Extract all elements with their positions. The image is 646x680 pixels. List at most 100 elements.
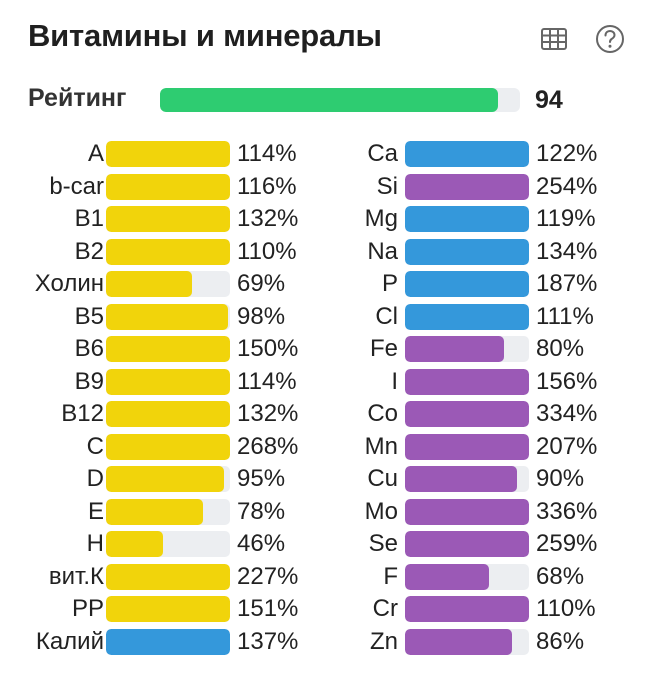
nutrient-name: Cl bbox=[375, 302, 398, 330]
nutrient-name: B1 bbox=[74, 205, 104, 232]
nutrient-percent: 227% bbox=[237, 562, 299, 590]
nutrient-bar bbox=[405, 498, 529, 525]
nutrient-name: B5 bbox=[74, 302, 104, 330]
rating-value: 94 bbox=[535, 86, 563, 114]
nutrient-percent: 90% bbox=[536, 465, 585, 492]
nutrient-bar-fill bbox=[405, 596, 529, 622]
nutrient-bar bbox=[106, 173, 230, 200]
nutrient-percent: 151% bbox=[237, 595, 299, 622]
nutrient-bar bbox=[106, 531, 230, 557]
nutrient-name: вит.К bbox=[48, 562, 104, 590]
nutrient-name: Cr bbox=[372, 595, 398, 622]
nutrient-bar bbox=[405, 433, 529, 460]
nutrient-row: B1 132% bbox=[0, 203, 320, 235]
nutrient-percent: 80% bbox=[536, 335, 585, 362]
nutrient-row: Mg 119% bbox=[0, 203, 640, 235]
nutrient-percent: 110% bbox=[536, 595, 596, 622]
nutrient-name: Co bbox=[367, 400, 398, 427]
nutrient-row: I 156% bbox=[0, 366, 640, 398]
nutrient-bar-fill bbox=[106, 141, 230, 167]
nutrient-bar bbox=[106, 401, 230, 427]
nutrient-row: Se 259% bbox=[0, 528, 640, 560]
nutrient-row: D 95% bbox=[0, 463, 320, 495]
nutrient-bar bbox=[405, 531, 529, 557]
nutrient-percent: 336% bbox=[536, 497, 598, 525]
nutrient-name: Na bbox=[367, 237, 398, 265]
nutrient-percent: 134% bbox=[536, 237, 598, 265]
nutrient-bar-fill bbox=[405, 173, 529, 200]
nutrient-bar-fill bbox=[405, 628, 512, 655]
nutrient-percent: 334% bbox=[536, 400, 598, 427]
nutrient-row: B5 98% bbox=[0, 301, 320, 333]
nutrient-name: Калий bbox=[35, 627, 104, 655]
nutrient-name: Fe bbox=[369, 335, 398, 362]
nutrient-row: P 187% bbox=[0, 268, 640, 300]
nutrient-bar-fill bbox=[106, 498, 203, 525]
nutrient-name: Si bbox=[376, 172, 398, 200]
nutrient-bar-fill bbox=[405, 563, 490, 590]
nutrient-name: Ca bbox=[367, 140, 398, 167]
nutrient-name: F bbox=[383, 562, 398, 590]
nutrient-bar bbox=[106, 433, 230, 460]
nutrient-row: PP 151% bbox=[0, 593, 320, 625]
nutrient-percent: 46% bbox=[237, 530, 286, 557]
nutrient-name: Mo bbox=[364, 497, 398, 525]
nutrient-bar bbox=[106, 498, 230, 525]
nutrient-bar-fill bbox=[106, 563, 230, 590]
nutrient-bar-fill bbox=[106, 531, 164, 557]
rating-label: Рейтинг bbox=[28, 84, 127, 112]
nutrient-percent: 95% bbox=[237, 465, 286, 492]
table-icon[interactable] bbox=[538, 23, 570, 55]
nutrient-row: Cu 90% bbox=[0, 463, 640, 495]
nutrient-name: B12 bbox=[61, 400, 104, 427]
nutrient-bar-fill bbox=[106, 336, 230, 362]
nutrient-row: Mn 207% bbox=[0, 431, 640, 463]
nutrient-bar bbox=[405, 173, 529, 200]
nutrient-row: Zn 86% bbox=[0, 626, 640, 658]
nutrient-percent: 137% bbox=[237, 627, 299, 655]
nutrient-row: E 78% bbox=[0, 496, 320, 528]
nutrient-row: A 114% bbox=[0, 138, 320, 170]
nutrient-percent: 116% bbox=[237, 172, 297, 200]
nutrient-row: Co 334% bbox=[0, 398, 640, 430]
nutrient-bar-fill bbox=[405, 336, 505, 362]
nutrient-percent: 110% bbox=[237, 237, 297, 265]
nutrient-percent: 78% bbox=[237, 497, 286, 525]
nutrient-row: Cr 110% bbox=[0, 593, 640, 625]
nutrient-bar-fill bbox=[106, 303, 228, 330]
nutrient-percent: 187% bbox=[536, 270, 598, 297]
nutrient-name: Se bbox=[368, 530, 398, 557]
nutrient-name: Zn bbox=[369, 627, 398, 655]
nutrient-bar-fill bbox=[405, 303, 529, 330]
nutrient-percent: 114% bbox=[237, 367, 297, 395]
nutrient-row: B9 114% bbox=[0, 366, 320, 398]
nutrient-name: P bbox=[381, 270, 398, 297]
nutrient-bar bbox=[106, 628, 230, 655]
nutrient-row: F 68% bbox=[0, 561, 640, 593]
nutrient-bar bbox=[405, 628, 529, 655]
nutrient-bar-fill bbox=[405, 368, 529, 395]
nutrient-percent: 259% bbox=[536, 530, 598, 557]
nutrient-percent: 150% bbox=[237, 335, 299, 362]
nutrient-name: Mg bbox=[364, 205, 398, 232]
nutrient-name: Холин bbox=[34, 270, 104, 297]
nutrient-bar-fill bbox=[405, 498, 529, 525]
nutrient-percent: 132% bbox=[237, 205, 299, 232]
nutrient-percent: 268% bbox=[237, 432, 299, 460]
nutrient-row: B2 110% bbox=[0, 236, 320, 268]
help-circle-icon[interactable] bbox=[594, 23, 626, 55]
nutrient-row: Холин 69% bbox=[0, 268, 320, 300]
nutrient-percent: 86% bbox=[536, 627, 585, 655]
nutrient-bar-fill bbox=[106, 596, 230, 622]
nutrient-percent: 114% bbox=[237, 140, 297, 167]
nutrient-bar-fill bbox=[106, 271, 192, 297]
nutrient-bar-fill bbox=[106, 238, 230, 265]
nutrient-bar-fill bbox=[405, 401, 529, 427]
nutrient-name: Cu bbox=[367, 465, 398, 492]
nutrient-name: PP bbox=[71, 595, 104, 622]
nutrient-bar-fill bbox=[405, 433, 529, 460]
nutrient-bar bbox=[106, 466, 230, 492]
nutrient-bar bbox=[405, 303, 529, 330]
nutrient-bar-fill bbox=[106, 466, 224, 492]
